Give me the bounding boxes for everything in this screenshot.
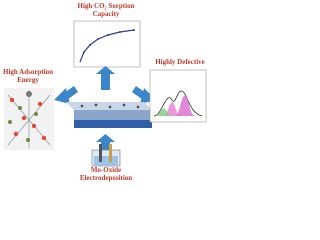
substrate-stack [66,102,152,128]
bottom-label: Mo-Oxide [91,166,121,174]
top-label: Capacity [93,10,120,18]
crystal-structure [4,88,54,150]
xps-inset [149,69,207,123]
bottom-label: Electrodeposition [80,174,132,182]
left-label: High Adsorption [3,68,53,76]
top-label: High CO₂ Sorption [78,2,135,10]
graphical-abstract: High CO₂ Sorption Capacity High Adsorpti… [3,2,207,182]
left-label: Energy [17,76,39,84]
isotherm-inset [73,20,141,68]
right-label: Highly Defective [155,58,205,66]
beaker [91,144,121,167]
